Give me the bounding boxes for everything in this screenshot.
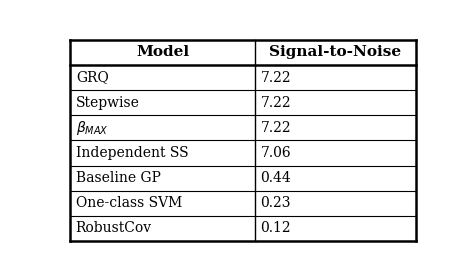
Text: Independent SS: Independent SS [76, 146, 188, 160]
Text: 0.12: 0.12 [261, 221, 291, 235]
Text: 0.44: 0.44 [261, 171, 291, 185]
Text: Baseline GP: Baseline GP [76, 171, 161, 185]
Text: RobustCov: RobustCov [76, 221, 152, 235]
Text: 7.22: 7.22 [261, 121, 291, 135]
Text: Signal-to-Noise: Signal-to-Noise [269, 45, 401, 59]
Text: 7.06: 7.06 [261, 146, 291, 160]
Text: Stepwise: Stepwise [76, 96, 140, 110]
Text: 7.22: 7.22 [261, 96, 291, 110]
Text: GRQ: GRQ [76, 71, 109, 85]
Text: 7.22: 7.22 [261, 71, 291, 85]
Text: 0.23: 0.23 [261, 196, 291, 210]
Text: One-class SVM: One-class SVM [76, 196, 182, 210]
Text: $\beta_{MAX}$: $\beta_{MAX}$ [76, 119, 109, 137]
Text: Model: Model [136, 45, 189, 59]
